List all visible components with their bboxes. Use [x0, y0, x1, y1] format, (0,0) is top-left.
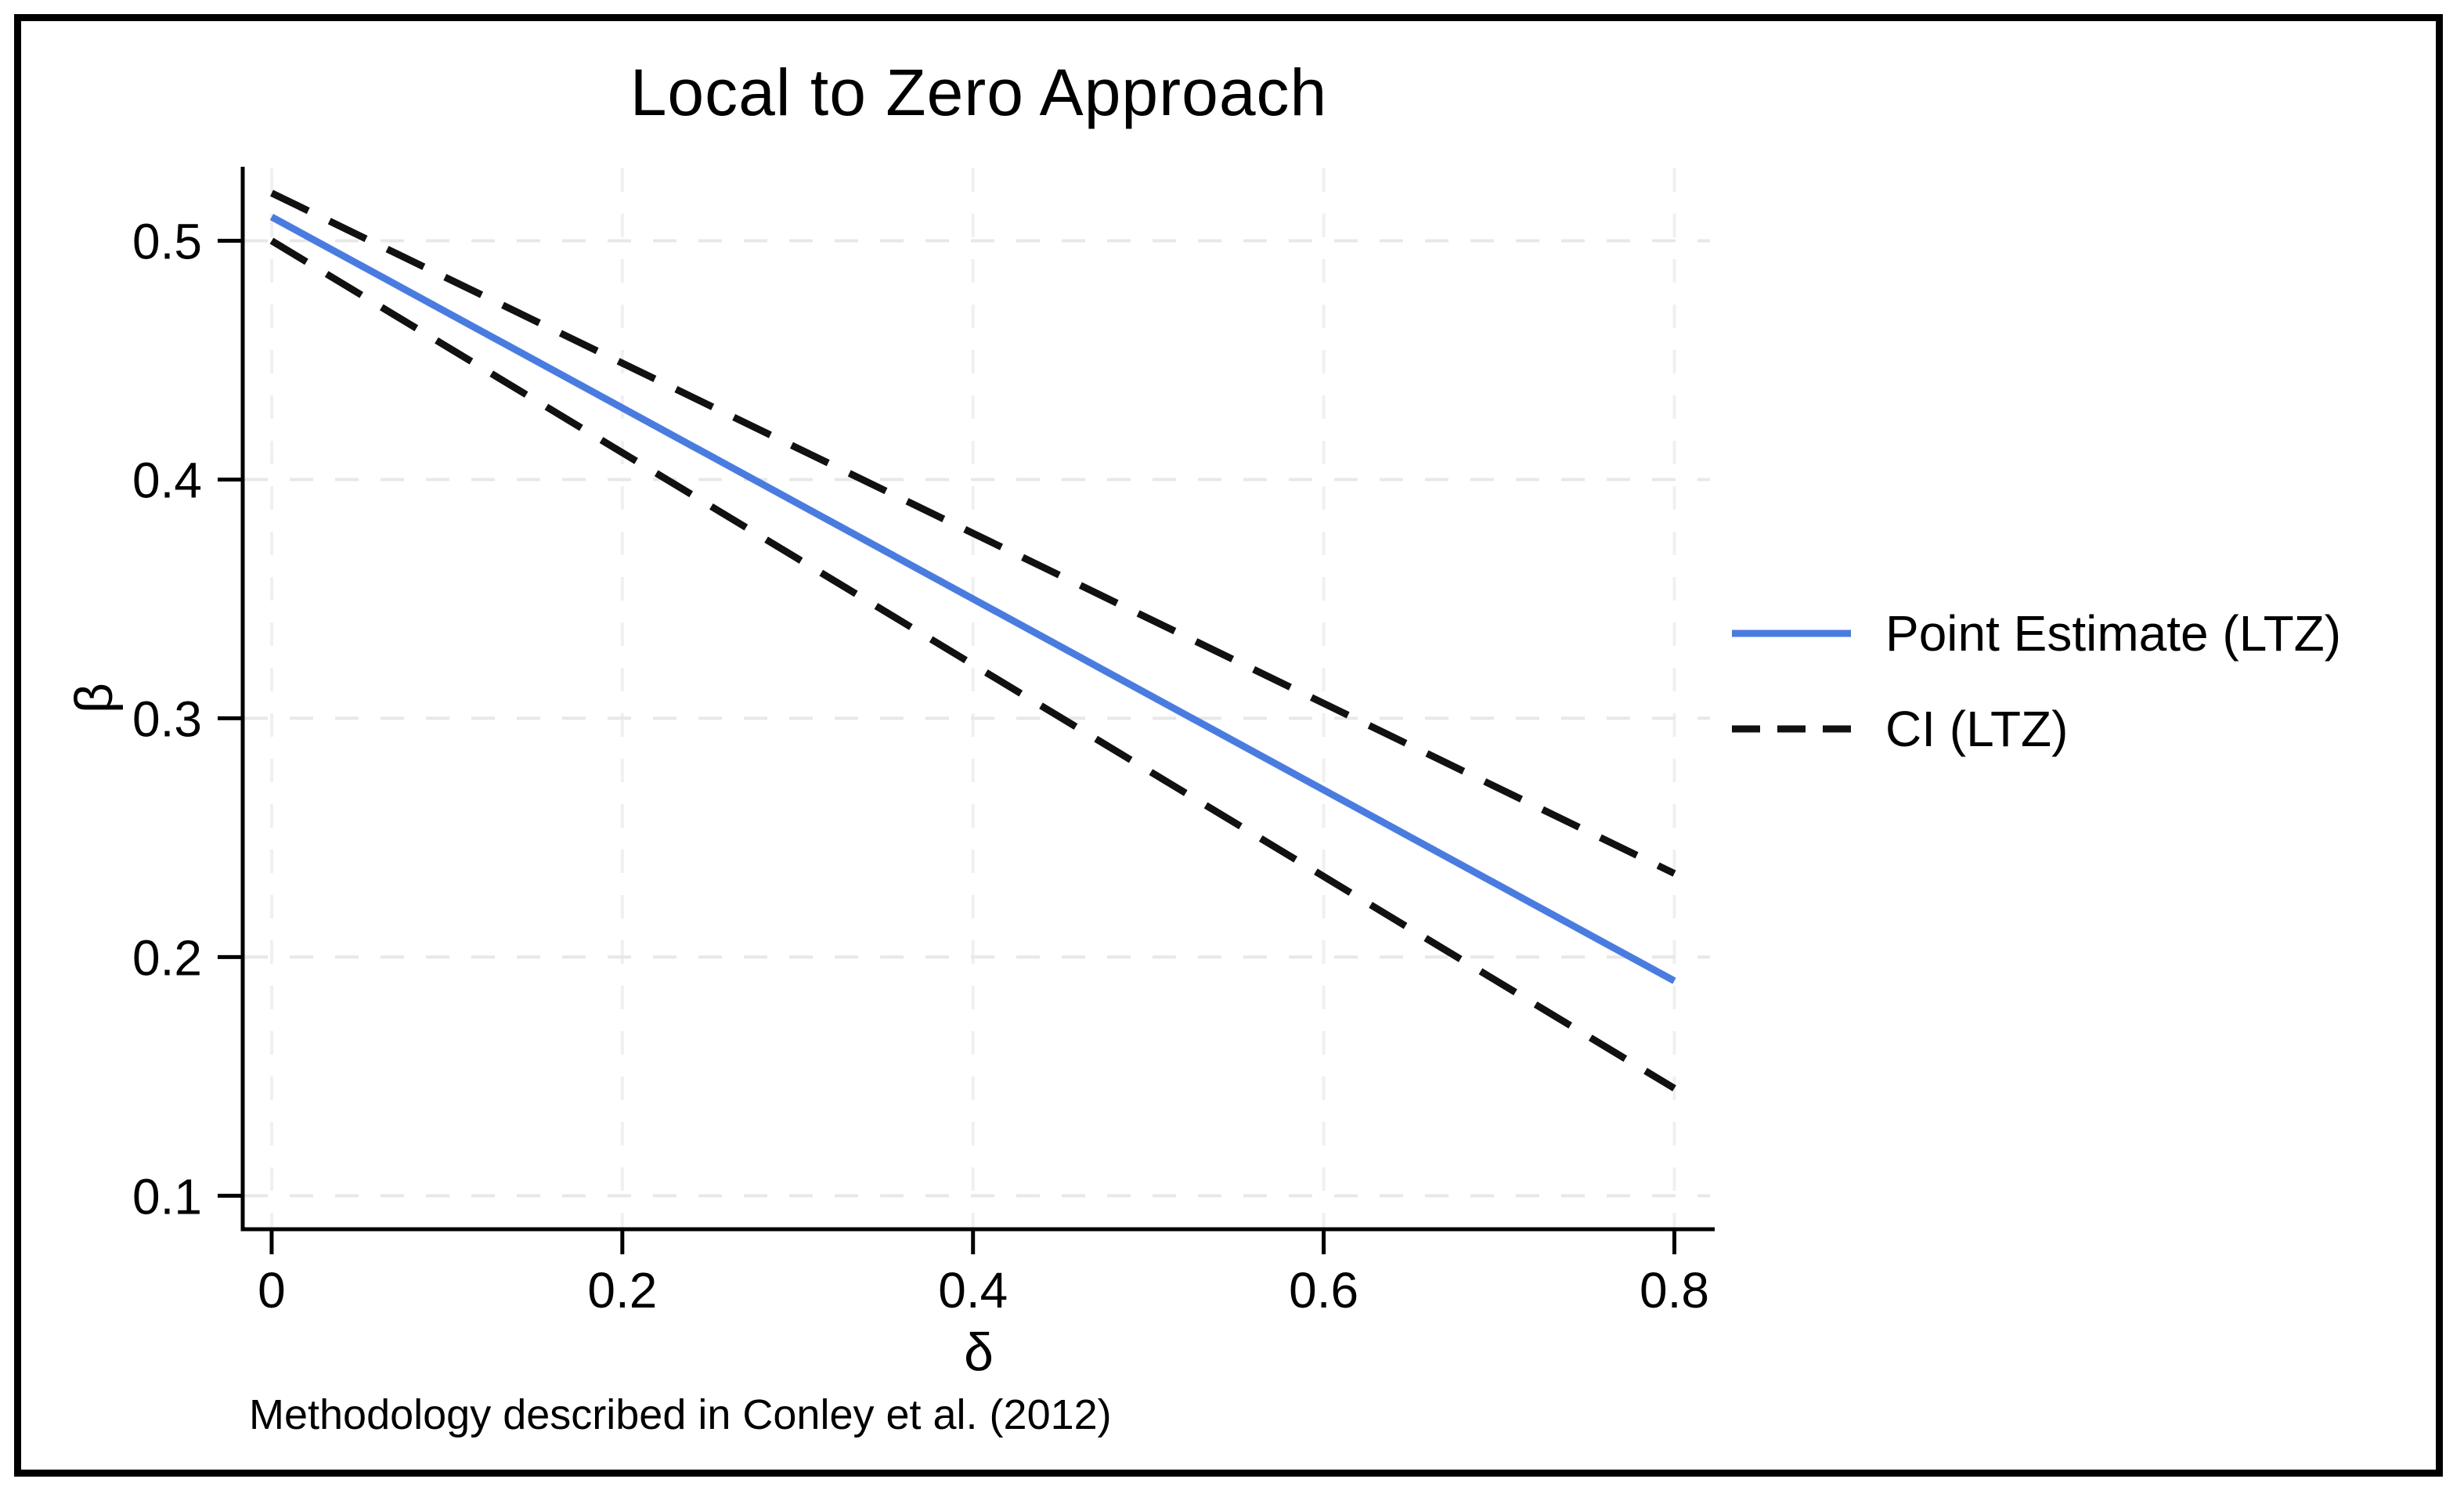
methodology-note: Methodology described in Conley et al. (…: [249, 1391, 1112, 1438]
x-tick-label: 0.8: [1640, 1262, 1709, 1318]
legend-item-point-estimate: Point Estimate (LTZ): [1732, 604, 2341, 662]
solid-line-swatch-icon: [1732, 629, 1851, 637]
dashed-line-swatch-icon: [1732, 725, 1851, 733]
x-tick-label: 0.6: [1289, 1262, 1358, 1318]
y-tick-label: 0.1: [132, 1168, 202, 1225]
legend-item-ci: CI (LTZ): [1732, 700, 2341, 758]
x-axis-label: δ: [964, 1322, 994, 1382]
legend-label-ci: CI (LTZ): [1885, 701, 2069, 757]
y-axis-label: β: [64, 683, 124, 713]
y-tick-label: 0.4: [132, 452, 202, 508]
legend: Point Estimate (LTZ) CI (LTZ): [1732, 604, 2341, 758]
y-tick-label: 0.3: [132, 691, 202, 747]
series-point-estimate: [269, 214, 1676, 984]
x-tick-label: 0.2: [587, 1262, 657, 1318]
y-tick-label: 0.5: [132, 214, 202, 270]
y-tick-label: 0.2: [132, 929, 202, 986]
x-tick-label: 0.4: [938, 1262, 1008, 1318]
chart-title: Local to Zero Approach: [630, 56, 1328, 129]
series-ci-lower: [269, 237, 1676, 1091]
series-ci-upper: [269, 189, 1676, 877]
x-tick-label: 0: [258, 1262, 286, 1318]
legend-label-point-estimate: Point Estimate (LTZ): [1885, 605, 2342, 662]
